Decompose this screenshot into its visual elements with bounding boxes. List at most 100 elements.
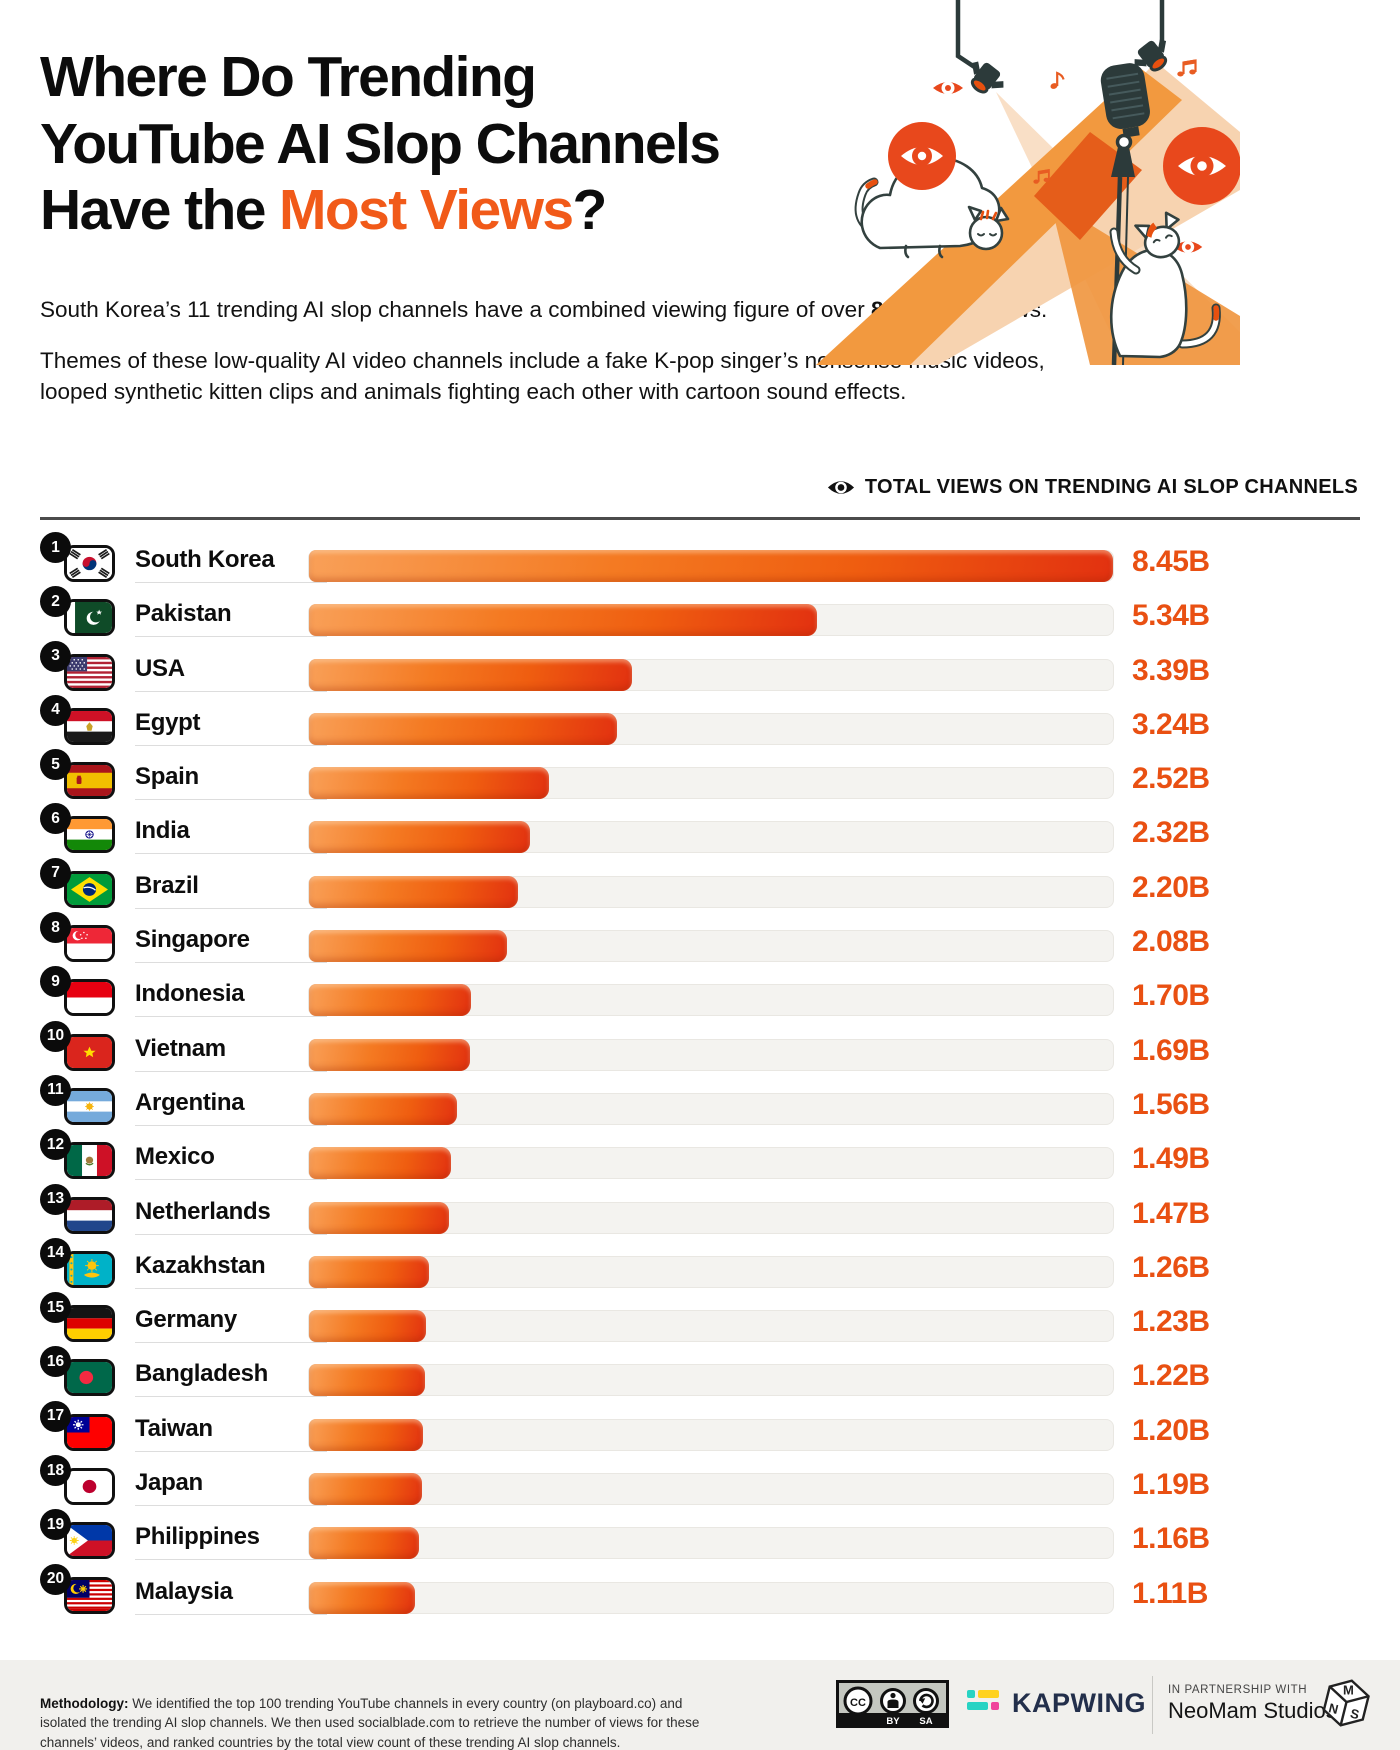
eye-icon — [1173, 240, 1203, 254]
bar-fill — [309, 930, 507, 963]
bar-chart: 1 South Korea 8.45B 2 Pakistan 5.34B 3 U… — [40, 531, 1360, 1617]
rank-badge: 2 — [40, 586, 71, 618]
bar-track — [308, 550, 1114, 582]
value-label: 1.23B — [1132, 1305, 1210, 1339]
row-divider — [135, 853, 327, 855]
bar-fill — [309, 1473, 423, 1506]
value-label: 8.45B — [1132, 545, 1210, 578]
row-divider — [135, 1613, 327, 1615]
bar-track — [308, 1310, 1114, 1343]
country-label: Germany — [135, 1306, 237, 1334]
flag-brazil-icon — [64, 870, 115, 908]
rank-badge: 18 — [40, 1455, 71, 1487]
rank-badge: 15 — [40, 1292, 71, 1324]
rank-badge: 12 — [40, 1129, 71, 1161]
rank-badge: 13 — [40, 1183, 71, 1215]
table-row: 20 Malaysia 1.11B — [40, 1563, 1360, 1617]
svg-text:S: S — [1349, 1706, 1361, 1723]
value-label: 3.24B — [1132, 707, 1210, 741]
row-divider — [135, 1559, 327, 1561]
rank-badge: 10 — [40, 1020, 71, 1052]
studio-cats-illustration — [816, 0, 1240, 365]
country-label: Netherlands — [135, 1197, 271, 1225]
country-label: Malaysia — [135, 1577, 233, 1605]
rank-badge: 1 — [40, 532, 71, 563]
country-label: USA — [135, 654, 185, 682]
svg-text:CC: CC — [850, 1697, 866, 1709]
rank-badge: 4 — [40, 694, 71, 726]
value-label: 1.20B — [1132, 1413, 1210, 1447]
bar-fill — [309, 1418, 424, 1451]
row-divider — [135, 636, 327, 638]
row-divider — [135, 1070, 327, 1072]
table-row: 6 India 2.32B — [40, 802, 1360, 856]
rank-badge: 11 — [40, 1074, 71, 1106]
country-label: Mexico — [135, 1143, 215, 1171]
bar-fill — [309, 604, 818, 637]
table-row: 11 Argentina 1.56B — [40, 1074, 1360, 1128]
neomam-studios-cube-icon: M N S — [1322, 1679, 1370, 1727]
music-note-icon — [1050, 71, 1065, 89]
footer-divider — [1152, 1676, 1153, 1734]
eye-badge-icon — [888, 122, 956, 190]
value-label: 1.70B — [1132, 979, 1210, 1013]
country-label: Japan — [135, 1469, 203, 1497]
bar-track — [308, 1581, 1114, 1614]
row-divider — [135, 690, 327, 692]
row-divider — [135, 907, 327, 909]
row-divider — [135, 1342, 327, 1344]
bar-track — [308, 1147, 1114, 1180]
flag-singapore-icon — [64, 925, 115, 963]
table-row: 18 Japan 1.19B — [40, 1454, 1360, 1508]
bar-fill — [309, 767, 549, 800]
value-label: 1.47B — [1132, 1196, 1210, 1230]
bar-fill — [309, 550, 1113, 582]
svg-text:SA: SA — [919, 1716, 932, 1727]
row-divider — [135, 744, 327, 746]
country-label: Argentina — [135, 1088, 245, 1116]
table-row: 12 Mexico 1.49B — [40, 1128, 1360, 1182]
value-label: 2.08B — [1132, 925, 1210, 959]
table-row: 13 Netherlands 1.47B — [40, 1183, 1360, 1237]
flag-bangladesh-icon — [64, 1359, 115, 1397]
partner-name: NeoMam Studios — [1168, 1698, 1337, 1723]
page-title: Where Do Trending YouTube AI Slop Channe… — [40, 45, 721, 243]
country-label: India — [135, 817, 190, 845]
table-row: 17 Taiwan 1.20B — [40, 1400, 1360, 1454]
music-note-icon — [1033, 169, 1050, 184]
eye-icon — [933, 81, 963, 95]
value-label: 1.16B — [1132, 1522, 1210, 1556]
table-row: 14 Kazakhstan 1.26B — [40, 1237, 1360, 1291]
row-divider — [135, 1016, 327, 1018]
bar-track — [308, 1255, 1114, 1288]
bar-track — [308, 821, 1114, 854]
bar-track — [308, 1527, 1114, 1560]
music-note-icon — [1177, 59, 1197, 77]
bar-track — [308, 712, 1114, 745]
value-label: 1.26B — [1132, 1250, 1210, 1284]
flag-germany-icon — [64, 1305, 115, 1343]
title-highlight: Most Views — [279, 178, 574, 243]
cat-arching-illustration — [854, 156, 1010, 259]
eye-icon — [827, 481, 854, 494]
value-label: 2.32B — [1132, 816, 1210, 850]
flag-spain-icon — [64, 762, 115, 800]
flag-malaysia-icon — [64, 1576, 115, 1614]
value-label: 1.56B — [1132, 1087, 1210, 1121]
cat-sitting-illustration — [1109, 211, 1221, 359]
partnership-label: IN PARTNERSHIP WITH — [1168, 1684, 1308, 1696]
rank-badge: 6 — [40, 803, 71, 835]
flag-argentina-icon — [64, 1087, 115, 1125]
bar-track — [308, 984, 1114, 1017]
bar-fill — [309, 821, 530, 854]
eye-badge-icon — [1163, 127, 1240, 205]
spotlight-icon — [1134, 39, 1168, 72]
bar-track — [308, 1364, 1114, 1397]
country-label: Vietnam — [135, 1034, 226, 1062]
table-row: 5 Spain 2.52B — [40, 748, 1360, 802]
country-label: Philippines — [135, 1523, 260, 1551]
bar-track — [308, 1038, 1114, 1071]
country-label: Taiwan — [135, 1414, 213, 1442]
bar-fill — [309, 1310, 427, 1343]
